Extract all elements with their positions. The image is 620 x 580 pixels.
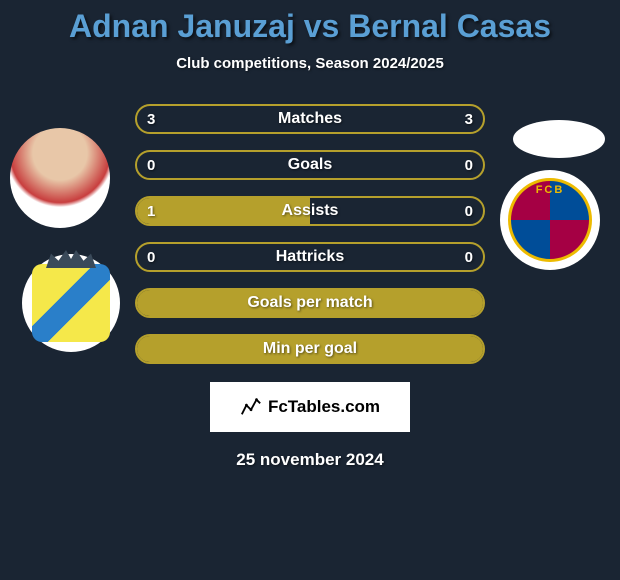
stat-label-goals: Goals: [288, 156, 332, 174]
stat-row-mpg: Min per goal: [135, 334, 485, 364]
stat-right-hattricks: 0: [465, 249, 473, 266]
stat-right-matches: 3: [465, 111, 473, 128]
player2-avatar-blank: [513, 120, 605, 158]
badge-text: FcTables.com: [268, 397, 380, 417]
vs-separator: vs: [304, 8, 340, 44]
stat-row-gpm: Goals per match: [135, 288, 485, 318]
date-label: 25 november 2024: [0, 450, 620, 470]
stat-label-hattricks: Hattricks: [276, 248, 344, 266]
comparison-title: Adnan Januzaj vs Bernal Casas: [0, 8, 620, 45]
stat-label-assists: Assists: [282, 202, 339, 220]
player1-club-crest: [22, 254, 120, 352]
stat-row-goals: 0 Goals 0: [135, 150, 485, 180]
subtitle: Club competitions, Season 2024/2025: [0, 55, 620, 72]
source-badge: FcTables.com: [210, 382, 410, 432]
stat-row-matches: 3 Matches 3: [135, 104, 485, 134]
player1-avatar: [10, 128, 110, 228]
stat-row-hattricks: 0 Hattricks 0: [135, 242, 485, 272]
stat-left-hattricks: 0: [147, 249, 155, 266]
stat-right-assists: 0: [465, 203, 473, 220]
stat-left-goals: 0: [147, 157, 155, 174]
player2-club-crest: FCB: [500, 170, 600, 270]
stat-label-mpg: Min per goal: [263, 340, 357, 358]
chart-icon: [240, 396, 262, 418]
player2-name: Bernal Casas: [348, 8, 551, 44]
stat-label-gpm: Goals per match: [247, 294, 372, 312]
stat-left-assists: 1: [147, 203, 155, 220]
player1-name: Adnan Januzaj: [69, 8, 295, 44]
stat-left-matches: 3: [147, 111, 155, 128]
stat-row-assists: 1 Assists 0: [135, 196, 485, 226]
stat-right-goals: 0: [465, 157, 473, 174]
stat-label-matches: Matches: [278, 110, 342, 128]
